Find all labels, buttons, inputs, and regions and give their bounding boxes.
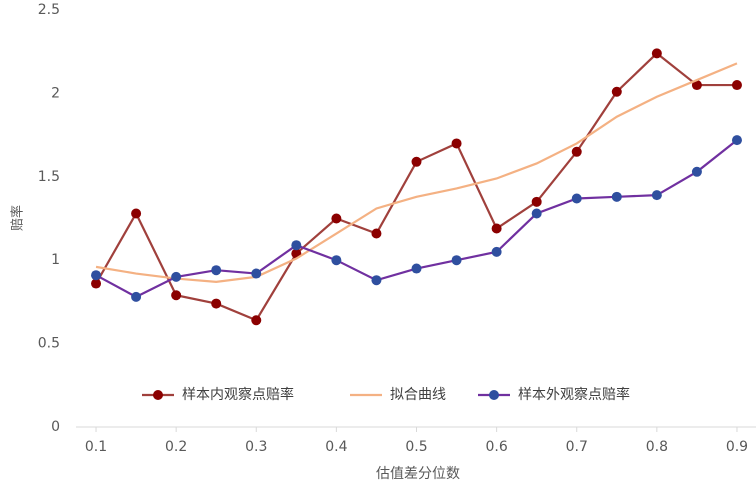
data-point	[651, 190, 662, 201]
data-point	[371, 228, 382, 239]
data-point	[531, 208, 542, 219]
data-point	[731, 135, 742, 146]
legend-label: 样本内观察点赔率	[182, 386, 294, 403]
data-point	[171, 271, 182, 282]
legend-marker	[153, 390, 163, 400]
data-point	[571, 193, 582, 204]
x-tick-label: 0.4	[325, 439, 347, 455]
data-point	[571, 146, 582, 157]
data-point	[171, 290, 182, 301]
x-tick-label: 0.6	[485, 439, 507, 455]
data-point	[251, 315, 262, 326]
legend-label: 拟合曲线	[390, 387, 446, 403]
data-point	[651, 48, 662, 59]
y-tick-label: 1	[51, 252, 60, 268]
data-point	[331, 255, 342, 266]
data-point	[411, 156, 422, 167]
x-tick-label: 0.9	[726, 439, 748, 455]
data-point	[211, 265, 222, 276]
data-point	[251, 268, 262, 279]
x-tick-label: 0.2	[165, 439, 187, 455]
data-point	[131, 291, 142, 302]
data-point	[611, 86, 622, 97]
x-tick-label: 0.5	[405, 439, 427, 455]
x-tick-label: 0.3	[245, 439, 267, 455]
data-point	[691, 80, 702, 91]
data-point	[611, 191, 622, 202]
x-tick-label: 0.1	[85, 439, 107, 455]
data-point	[691, 166, 702, 177]
data-point	[211, 298, 222, 309]
data-point	[731, 80, 742, 91]
data-point	[91, 270, 102, 281]
y-tick-label: 2.5	[38, 2, 60, 18]
legend-marker	[489, 390, 499, 400]
y-tick-label: 2	[51, 85, 60, 101]
data-point	[411, 263, 422, 274]
data-point	[531, 196, 542, 207]
data-point	[291, 240, 302, 251]
data-point	[91, 278, 102, 289]
data-point	[131, 208, 142, 219]
data-point	[331, 213, 342, 224]
series-line	[95, 62, 738, 283]
x-axis-title: 估值差分位数	[376, 466, 460, 482]
data-point	[491, 223, 502, 234]
data-point	[451, 138, 462, 149]
y-tick-label: 1.5	[38, 169, 60, 185]
data-point	[371, 275, 382, 286]
y-tick-label: 0.5	[38, 336, 60, 352]
data-point	[491, 246, 502, 257]
y-axis-title: 赔率	[10, 205, 26, 231]
data-point	[451, 255, 462, 266]
x-tick-label: 0.8	[646, 439, 668, 455]
legend-label: 样本外观察点赔率	[518, 386, 630, 403]
x-tick-label: 0.7	[566, 439, 588, 455]
y-tick-label: 0	[51, 419, 60, 435]
